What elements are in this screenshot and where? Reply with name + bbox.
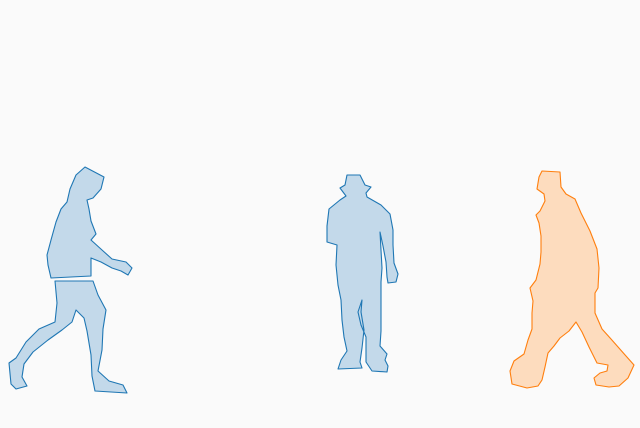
striding-person-silhouette [509, 170, 635, 389]
walking-person-silhouette [8, 166, 133, 394]
standing-person-body [326, 174, 399, 373]
walking-person-lower-body [8, 280, 128, 394]
standing-person-silhouette [326, 174, 399, 373]
striding-person-body [509, 170, 635, 389]
walking-person-upper-body [46, 166, 133, 279]
